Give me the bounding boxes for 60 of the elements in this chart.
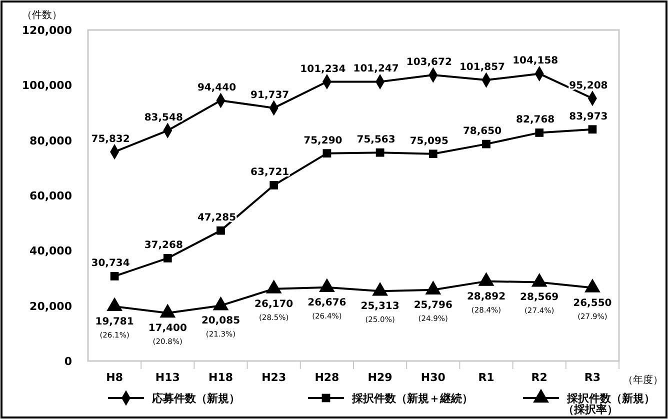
data-label: 91,737 (250, 90, 290, 101)
x-tick-label: R1 (478, 371, 494, 384)
legend-label: 採択件数（新規＋継続） (351, 392, 473, 405)
data-label: 75,563 (356, 134, 396, 146)
point (428, 150, 438, 158)
data-label: 75,095 (410, 136, 448, 147)
y-tick-label: 60,000 (30, 190, 72, 202)
y-tick-label: 40,000 (30, 244, 72, 258)
legend-label: 応募件数（新規） (151, 392, 240, 405)
x-axis-title: （年度） (623, 374, 663, 386)
x-tick-label: H28 (314, 371, 340, 384)
y-axis-title: （件数） (22, 10, 62, 21)
point (376, 148, 384, 157)
data-label: 101,857 (459, 62, 506, 74)
point (482, 140, 490, 148)
y-tick-label: 20,000 (30, 300, 72, 313)
point (318, 278, 335, 292)
data-label: 103,672 (406, 57, 452, 68)
point (216, 226, 225, 235)
data-label: 63,721 (250, 167, 290, 178)
x-tick-label: H29 (368, 371, 392, 384)
x-tick-label: H30 (420, 371, 446, 384)
data-label: 75,290 (304, 135, 342, 146)
point (160, 304, 176, 318)
x-tick-label: H13 (155, 371, 180, 384)
data-label: 47,285 (197, 212, 236, 224)
y-tick-label: 0 (64, 355, 72, 368)
y-tick-label: 100,000 (22, 79, 72, 92)
data-label: 104,158 (512, 56, 558, 67)
data-label: 30,734 (91, 258, 130, 270)
y-tick-label: 80,000 (30, 134, 72, 148)
point (535, 128, 544, 137)
data-label: 78,650 (462, 126, 502, 138)
data-label: 83,973 (569, 111, 608, 122)
x-tick-label: H8 (106, 371, 123, 384)
point (584, 278, 600, 292)
y-tick-label: 120,000 (22, 24, 72, 37)
data-label: 101,247 (353, 64, 399, 75)
point (322, 149, 332, 158)
x-tick-label: H23 (262, 371, 286, 384)
point (531, 272, 548, 287)
legend-label: 採択件数（新規）（採択率） (563, 392, 655, 416)
point (588, 125, 597, 134)
data-label: 75,832 (91, 134, 130, 145)
point (212, 296, 229, 310)
data-label: 83,548 (144, 112, 183, 124)
data-label: 101,234 (300, 64, 346, 75)
point (372, 282, 388, 296)
point (478, 272, 494, 286)
data-label: 94,440 (197, 82, 236, 94)
point (266, 280, 282, 294)
point (106, 297, 123, 312)
data-label: 37,268 (144, 240, 183, 252)
point (425, 280, 442, 294)
x-tick-label: R2 (531, 371, 548, 384)
point (270, 181, 278, 190)
x-tick-label: H18 (208, 371, 234, 384)
data-label: 95,208 (569, 80, 608, 92)
x-tick-label: R3 (584, 371, 601, 384)
data-label: 82,768 (516, 114, 555, 126)
